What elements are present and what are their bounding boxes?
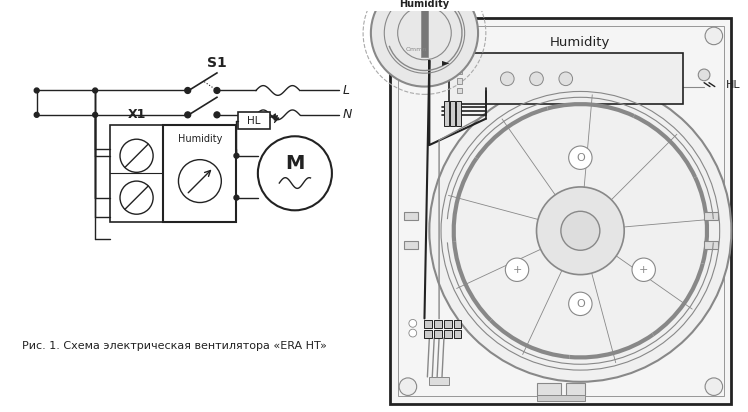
Text: +: + <box>512 265 521 275</box>
Bar <box>450 101 455 126</box>
Bar <box>454 321 462 328</box>
Bar <box>444 321 452 328</box>
Text: HL: HL <box>726 80 741 90</box>
Circle shape <box>120 139 153 172</box>
Bar <box>444 101 449 126</box>
Bar <box>429 377 449 385</box>
Circle shape <box>559 72 572 86</box>
Circle shape <box>568 146 592 169</box>
Bar <box>704 212 718 220</box>
Circle shape <box>698 69 710 81</box>
Bar <box>449 54 683 104</box>
Circle shape <box>34 88 39 93</box>
Bar <box>420 9 429 57</box>
Bar <box>456 78 462 84</box>
Circle shape <box>214 112 220 118</box>
Text: Humidity: Humidity <box>178 134 222 144</box>
Circle shape <box>371 0 478 87</box>
Bar <box>565 383 585 396</box>
Circle shape <box>258 136 332 210</box>
Circle shape <box>506 258 529 281</box>
Text: Ommn: Ommn <box>406 47 427 52</box>
Text: +: + <box>639 265 649 275</box>
Circle shape <box>536 187 624 275</box>
Text: ►: ► <box>442 57 450 68</box>
Bar <box>456 101 461 126</box>
Circle shape <box>705 378 723 396</box>
Bar <box>239 112 269 129</box>
Circle shape <box>234 195 239 200</box>
Bar <box>110 124 163 222</box>
Text: M: M <box>285 154 304 173</box>
Text: S1: S1 <box>207 56 227 70</box>
Circle shape <box>93 88 97 93</box>
Circle shape <box>399 27 417 44</box>
Bar <box>704 241 718 249</box>
Text: Рис. 1. Схема электрическая вентилятора «ERA HT»: Рис. 1. Схема электрическая вентилятора … <box>22 341 327 351</box>
Bar <box>424 330 432 338</box>
Text: HL: HL <box>248 116 261 126</box>
Bar <box>536 396 585 401</box>
Circle shape <box>561 211 600 250</box>
Bar <box>434 321 442 328</box>
Circle shape <box>568 292 592 316</box>
Bar <box>444 330 452 338</box>
Bar <box>456 88 462 94</box>
Circle shape <box>429 80 732 382</box>
Text: Humidity: Humidity <box>551 36 610 49</box>
Circle shape <box>185 112 191 118</box>
Text: O: O <box>576 153 585 163</box>
Circle shape <box>93 112 97 117</box>
Circle shape <box>632 258 655 281</box>
Circle shape <box>34 112 39 117</box>
Text: O: O <box>576 299 585 309</box>
Circle shape <box>179 160 221 203</box>
Bar <box>404 212 417 220</box>
Circle shape <box>409 319 417 327</box>
Circle shape <box>409 329 417 337</box>
Circle shape <box>705 27 723 44</box>
Bar <box>390 19 732 404</box>
Text: L: L <box>343 84 349 97</box>
Bar <box>456 68 462 74</box>
Bar <box>404 241 417 249</box>
Circle shape <box>399 378 417 396</box>
Circle shape <box>214 88 220 94</box>
Circle shape <box>185 88 191 94</box>
Circle shape <box>120 181 153 214</box>
Text: X1: X1 <box>127 108 146 122</box>
Bar <box>398 26 723 396</box>
Bar <box>454 330 462 338</box>
Circle shape <box>234 153 239 158</box>
Circle shape <box>500 72 514 86</box>
Bar <box>163 124 236 222</box>
Bar <box>434 330 442 338</box>
Bar <box>424 321 432 328</box>
Bar <box>536 383 561 396</box>
Text: N: N <box>343 108 352 122</box>
Text: Humidity: Humidity <box>399 0 450 9</box>
Circle shape <box>530 72 543 86</box>
